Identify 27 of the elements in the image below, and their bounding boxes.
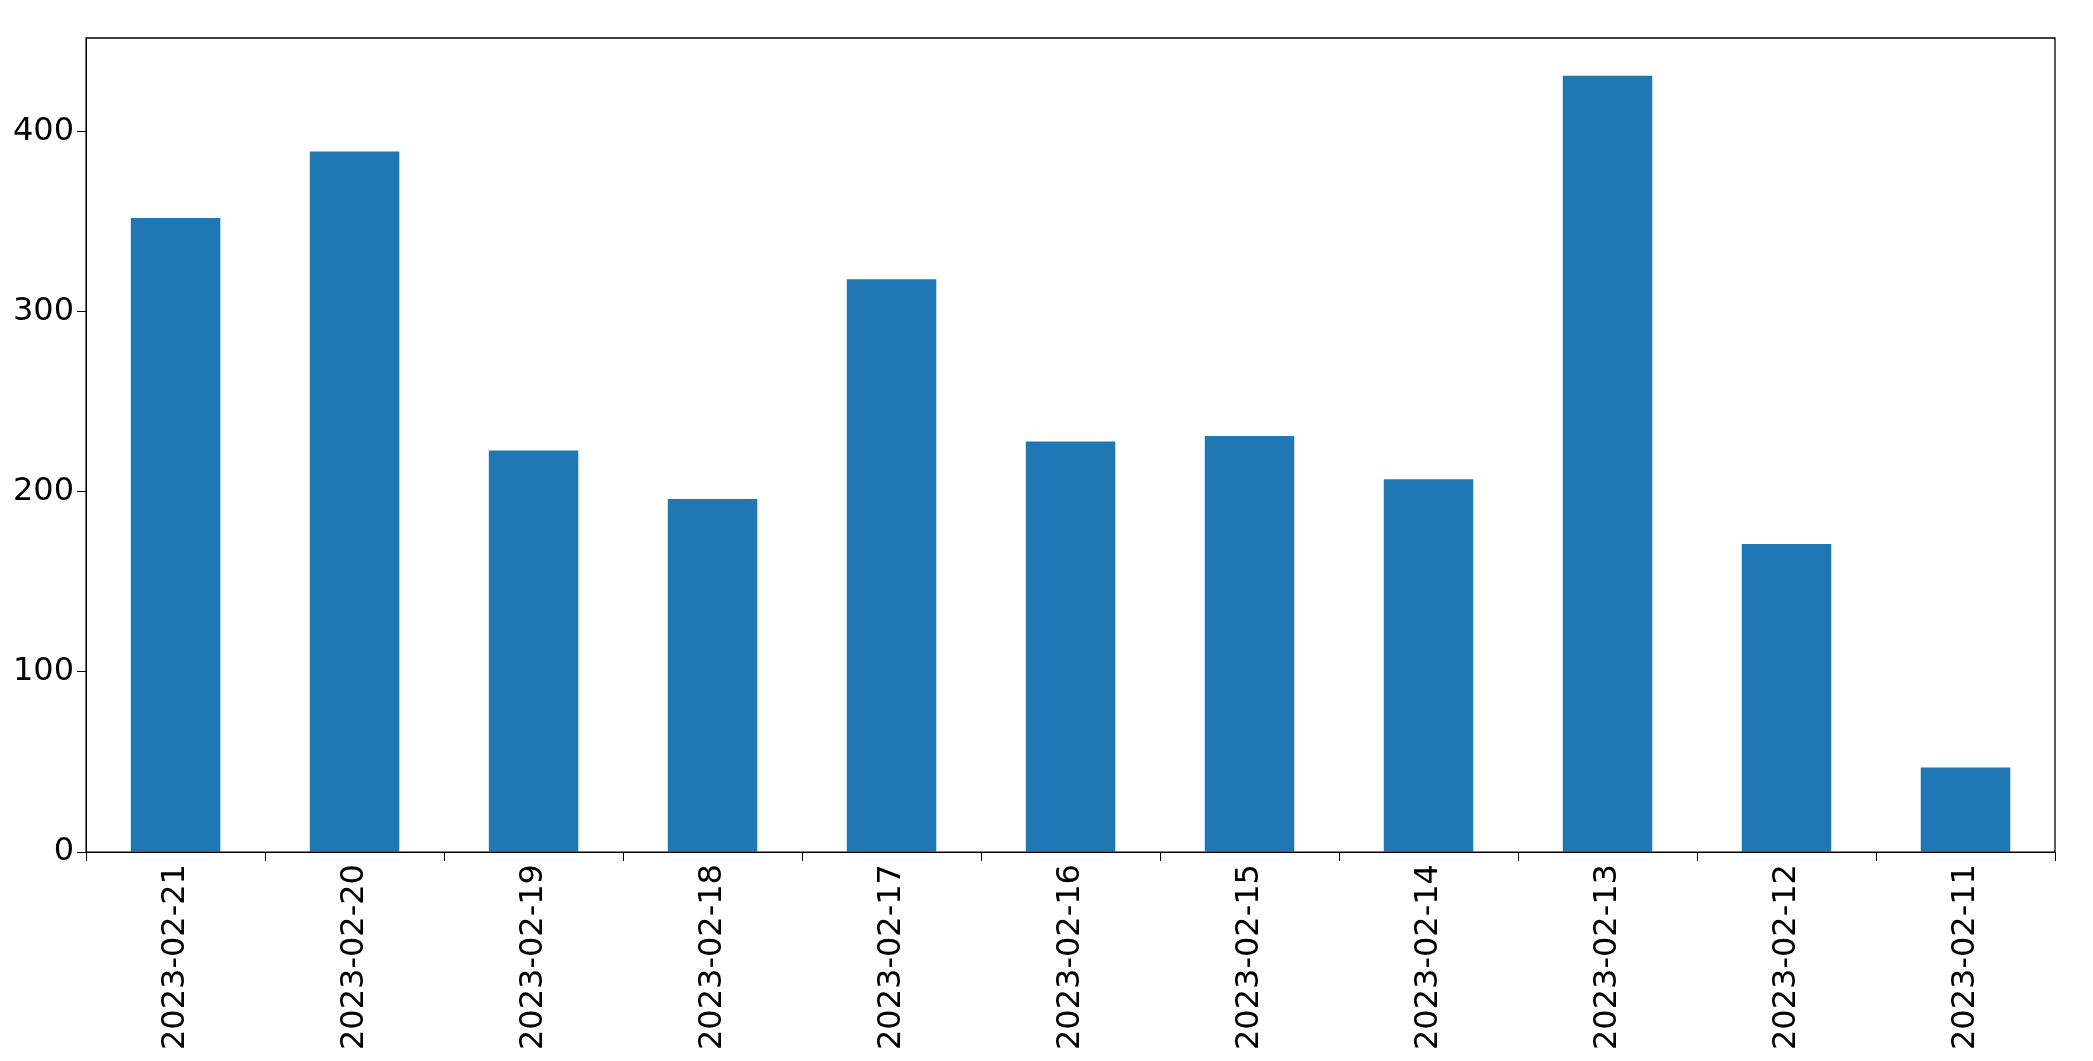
bar — [1204, 436, 1295, 852]
x-tick-label: 2023-02-16 — [1048, 864, 1087, 1050]
bar — [1741, 544, 1832, 852]
bar — [1383, 479, 1474, 852]
x-tick-label: 2023-02-11 — [1943, 864, 1982, 1050]
bar — [667, 499, 758, 852]
y-tick-label: 400 — [13, 109, 75, 148]
x-tick-label: 2023-02-15 — [1227, 864, 1266, 1050]
bar — [846, 279, 937, 852]
x-tick-label: 2023-02-21 — [153, 864, 192, 1050]
x-tick-label: 2023-02-18 — [690, 864, 729, 1050]
y-tick-label: 300 — [13, 290, 75, 329]
y-tick-label: 200 — [13, 470, 75, 509]
y-tick-label: 0 — [53, 830, 75, 869]
bar — [1562, 75, 1653, 852]
x-tick-label: 2023-02-20 — [332, 864, 371, 1050]
bar — [1920, 767, 2011, 852]
bar — [309, 151, 400, 852]
x-tick-label: 2023-02-12 — [1764, 864, 1803, 1050]
x-tick-label: 2023-02-14 — [1406, 864, 1445, 1050]
x-tick-label: 2023-02-19 — [511, 864, 550, 1050]
x-tick-label: 2023-02-17 — [869, 864, 908, 1050]
bar — [488, 450, 579, 852]
y-tick-label: 100 — [13, 650, 75, 689]
bar — [130, 218, 221, 852]
x-tick-label: 2023-02-13 — [1585, 864, 1624, 1050]
bar — [1025, 441, 1116, 852]
